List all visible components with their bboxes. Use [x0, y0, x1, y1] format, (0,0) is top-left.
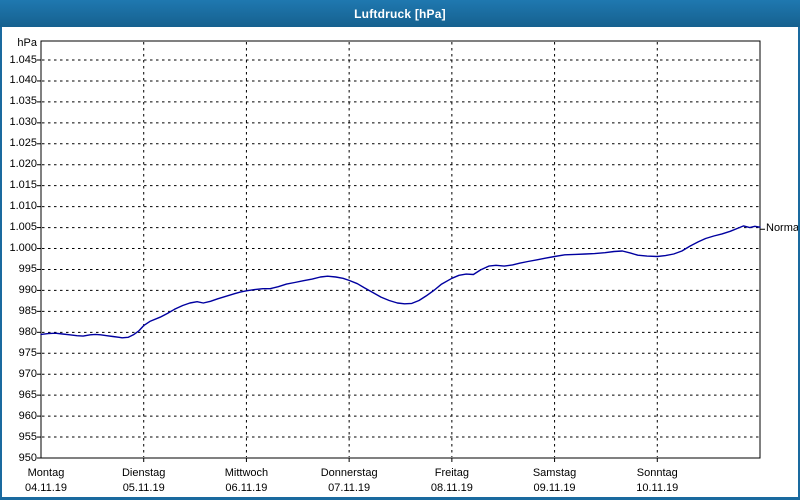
y-axis-tick-label: 970: [18, 367, 37, 380]
y-axis-tick-label: 1.010: [9, 200, 37, 213]
day-name: Mittwoch: [224, 467, 269, 479]
plot-frame: [40, 40, 761, 459]
y-axis-tick-label: 1.030: [9, 116, 37, 129]
day-date: 10.11.19: [636, 482, 679, 494]
y-axis-tick-label: 955: [18, 430, 37, 443]
y-axis-tick-label: 1.000: [9, 242, 37, 255]
day-name: Sonntag: [636, 467, 678, 479]
y-axis-tick-label: 950: [18, 451, 37, 464]
y-axis-tick-label: 1.005: [9, 221, 37, 234]
x-axis-day-label: Montag 04.11.19: [4, 467, 88, 495]
y-axis-tick-label: 985: [18, 304, 37, 317]
day-name: Freitag: [434, 467, 469, 479]
x-axis-day-label: Sonntag 10.11.19: [615, 467, 699, 495]
y-axis-tick-label: 1.020: [9, 158, 37, 171]
y-axis-tick-label: 995: [18, 262, 37, 275]
title-bar[interactable]: Luftdruck [hPa]: [0, 0, 800, 27]
day-date: 07.11.19: [328, 482, 371, 494]
y-axis-tick-label: 1.015: [9, 179, 37, 192]
x-axis-day-label: Samstag 09.11.19: [513, 467, 597, 495]
x-axis-day-label: Mittwoch 06.11.19: [204, 467, 288, 495]
day-name: Dienstag: [121, 467, 166, 479]
day-date: 08.11.19: [430, 482, 473, 494]
y-axis-tick-label: 1.040: [9, 74, 37, 87]
window-border-right: [798, 27, 800, 500]
day-name: Montag: [27, 467, 65, 479]
normal-pressure-annotation-label: Normal: [766, 222, 800, 235]
y-axis-tick-label: 975: [18, 346, 37, 359]
day-date: 06.11.19: [225, 482, 268, 494]
window-title: Luftdruck [hPa]: [354, 6, 446, 21]
y-axis-tick-label: 980: [18, 325, 37, 338]
y-axis-tick-label: 1.025: [9, 137, 37, 150]
x-axis-day-label: Donnerstag 07.11.19: [307, 467, 391, 495]
y-axis-tick-label: 965: [18, 388, 37, 401]
day-date: 05.11.19: [122, 482, 165, 494]
window-border-left: [0, 27, 2, 500]
y-axis-tick-label: 1.035: [9, 95, 37, 108]
y-axis-tick-label: 960: [18, 409, 37, 422]
pressure-curve: [40, 225, 761, 339]
window-border-bottom: [0, 497, 800, 500]
x-axis-day-label: Freitag 08.11.19: [410, 467, 494, 495]
y-axis-tick-label: 1.045: [9, 53, 37, 66]
x-axis-day-label: Dienstag 05.11.19: [102, 467, 186, 495]
y-axis-tick-label: 990: [18, 283, 37, 296]
day-name: Donnerstag: [320, 467, 378, 479]
day-date: 04.11.19: [24, 482, 67, 494]
y-axis-unit-label: hPa: [17, 37, 37, 49]
day-name: Samstag: [532, 467, 577, 479]
day-date: 09.11.19: [533, 482, 576, 494]
